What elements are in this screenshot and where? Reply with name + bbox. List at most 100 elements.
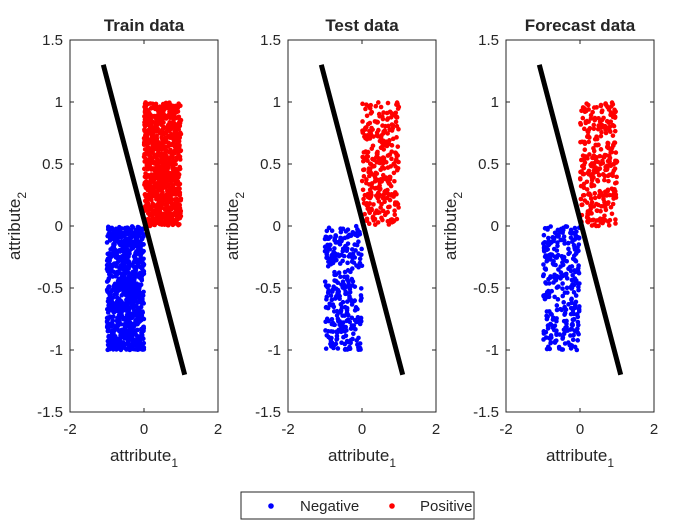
negative-point	[135, 340, 141, 346]
positive-point	[148, 206, 154, 211]
negative-point	[122, 342, 127, 347]
negative-point	[550, 317, 556, 322]
x-axis-label-subscript: 1	[607, 456, 614, 470]
decision-boundary-line	[318, 64, 406, 376]
negative-point	[134, 284, 139, 290]
panel-title: Test data	[325, 16, 399, 35]
negative-point	[559, 347, 565, 352]
negative-point	[115, 318, 121, 324]
negative-point	[133, 332, 139, 337]
positive-point	[378, 104, 384, 110]
negative-point	[130, 225, 136, 230]
positive-point	[596, 123, 601, 128]
positive-point	[174, 206, 179, 211]
positive-point	[158, 155, 164, 160]
positive-point	[167, 190, 173, 196]
negative-point	[110, 318, 116, 324]
negative-point	[356, 251, 361, 256]
negative-point	[111, 314, 116, 319]
panel-1: 1.5 1 0.5 0 -0.5 -1 -1.5-2 0 2 Train data attribut…	[5, 16, 222, 470]
negative-point	[352, 255, 358, 260]
negative-point	[107, 346, 112, 352]
positive-point	[367, 106, 373, 111]
negative-point	[567, 342, 572, 348]
x-axis-label: attribute1	[328, 446, 396, 470]
positive-point	[394, 216, 400, 222]
negative-point	[573, 233, 579, 239]
negative-point	[545, 227, 550, 232]
negative-point	[333, 234, 338, 239]
negative-point	[546, 242, 551, 248]
negative-point	[568, 311, 574, 317]
positive-point	[611, 168, 617, 173]
x-axis-label: attribute1	[110, 446, 178, 470]
positive-point	[170, 154, 175, 160]
positive-point	[383, 123, 388, 129]
negative-point	[572, 276, 578, 281]
negative-point	[564, 276, 570, 281]
negative-point	[541, 329, 547, 334]
y-tick-label: 0	[491, 218, 499, 235]
negative-point	[541, 337, 546, 342]
positive-point	[582, 126, 587, 132]
negative-point	[574, 229, 579, 234]
positive-point	[172, 167, 178, 172]
decision-boundary-line	[100, 64, 188, 376]
positive-point	[602, 123, 608, 129]
positive-point	[150, 172, 156, 178]
negative-point	[324, 297, 329, 302]
negative-point	[107, 225, 112, 230]
negative-point	[324, 283, 330, 289]
positive-point	[394, 167, 400, 173]
negative-point	[561, 238, 567, 243]
negative-point	[131, 308, 137, 313]
negative-point	[135, 316, 141, 321]
positive-point	[591, 126, 597, 132]
negative-point	[115, 326, 120, 332]
negative-point	[357, 256, 363, 262]
positive-point	[361, 150, 367, 155]
positive-point	[164, 166, 169, 171]
negative-point	[353, 305, 359, 310]
positive-point	[608, 119, 614, 124]
positive-point	[157, 130, 163, 136]
negative-point	[111, 309, 116, 314]
positive-point	[165, 128, 170, 134]
positive-point	[147, 222, 153, 227]
negative-point	[550, 325, 555, 330]
positive-point	[372, 216, 378, 222]
negative-point	[328, 234, 333, 240]
positive-point	[392, 212, 398, 218]
positive-point	[392, 178, 397, 184]
negative-point	[358, 293, 364, 298]
negative-point	[342, 304, 348, 310]
positive-point	[588, 116, 594, 121]
negative-point	[548, 255, 553, 261]
positive-point	[159, 151, 165, 156]
negative-point	[110, 263, 115, 269]
negative-point	[125, 299, 130, 304]
negative-point	[567, 250, 572, 255]
positive-point	[365, 149, 371, 155]
negative-point	[572, 245, 577, 251]
positive-point	[362, 155, 367, 161]
positive-point	[160, 185, 166, 191]
positive-point	[613, 217, 618, 222]
negative-point	[568, 305, 574, 311]
positive-point	[163, 174, 169, 180]
panel-2: 1.5 1 0.5 0 -0.5 -1 -1.5-2 0 2 Test data attribute…	[223, 16, 440, 470]
positive-point	[374, 133, 380, 138]
positive-point	[169, 202, 175, 207]
y-axis-label-main: attribute	[441, 199, 460, 260]
negative-point	[111, 230, 116, 236]
negative-point	[557, 332, 563, 337]
positive-point	[171, 221, 177, 227]
positive-point	[581, 171, 587, 177]
negative-point	[564, 271, 569, 277]
positive-point	[389, 156, 394, 162]
negative-point	[356, 335, 361, 341]
y-tick-label: -1.5	[473, 404, 499, 421]
positive-point	[148, 176, 154, 182]
negative-point	[570, 239, 575, 245]
negative-point	[572, 305, 578, 311]
